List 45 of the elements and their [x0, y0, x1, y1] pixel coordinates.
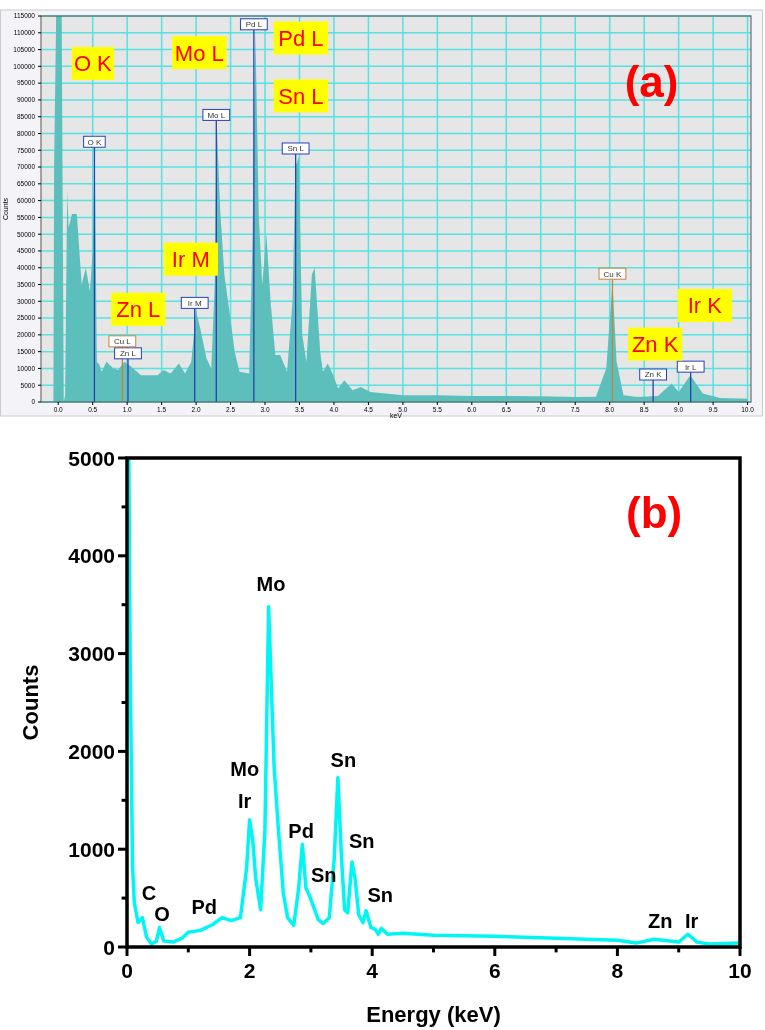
annotation: Pd [288, 819, 314, 842]
ref-line-label: Cu K [603, 269, 622, 279]
annotation: Zn L [116, 297, 161, 323]
y-tick-label: 0 [103, 935, 115, 959]
annotation: Sn [330, 749, 357, 772]
annotation: C [141, 882, 157, 905]
annotation: Ir K [687, 293, 723, 319]
annotation: O [154, 902, 170, 925]
y-tick-label: 2000 [68, 739, 115, 763]
annotation: Ir [238, 789, 252, 812]
annotation: Mo [256, 573, 286, 596]
annotation: Ir M [171, 247, 210, 273]
annotation: Sn [349, 829, 375, 852]
x-tick-label: 8 [611, 959, 624, 983]
y-tick-label: 5000 [68, 446, 115, 470]
y-tick-label: 3000 [68, 642, 115, 666]
annotation: Pd [191, 896, 218, 919]
y-axis-title: Counts [18, 664, 43, 741]
annotation: Mo L [174, 40, 224, 66]
annotation: Zn [648, 910, 673, 933]
annotation: Zn K [631, 332, 679, 358]
ref-line-label: Ir M [187, 298, 202, 308]
ref-line-label: Zn L [119, 349, 137, 359]
annotation: Ir [684, 910, 699, 933]
ref-line-label: Ir L [684, 362, 698, 372]
ref-line-label: Sn L [287, 144, 305, 154]
ref-line-label: Pd L [245, 20, 263, 30]
x-tick-label: 10 [728, 959, 752, 983]
x-tick-label: 6 [488, 959, 501, 983]
x-tick-label: 4 [366, 959, 379, 983]
x-axis-title: Energy (keV) [366, 1002, 501, 1027]
y-tick-label: 1000 [68, 837, 115, 861]
ref-line-label: Mo L [207, 110, 226, 120]
ref-line-label: Cu L [113, 337, 132, 347]
ref-line-label: O K [87, 137, 102, 147]
annotation: Pd L [278, 25, 324, 51]
x-tick-label: 2 [243, 959, 256, 983]
annotation: O K [73, 51, 113, 77]
ref-line-label: Zn K [644, 370, 663, 380]
x-tick-label: 0 [121, 959, 133, 983]
annotation: Mo [230, 758, 260, 781]
annotation: (b) [626, 487, 683, 537]
annotation: Sn [367, 884, 393, 907]
y-tick-label: 4000 [68, 544, 115, 568]
annotation: Sn L [278, 83, 324, 109]
